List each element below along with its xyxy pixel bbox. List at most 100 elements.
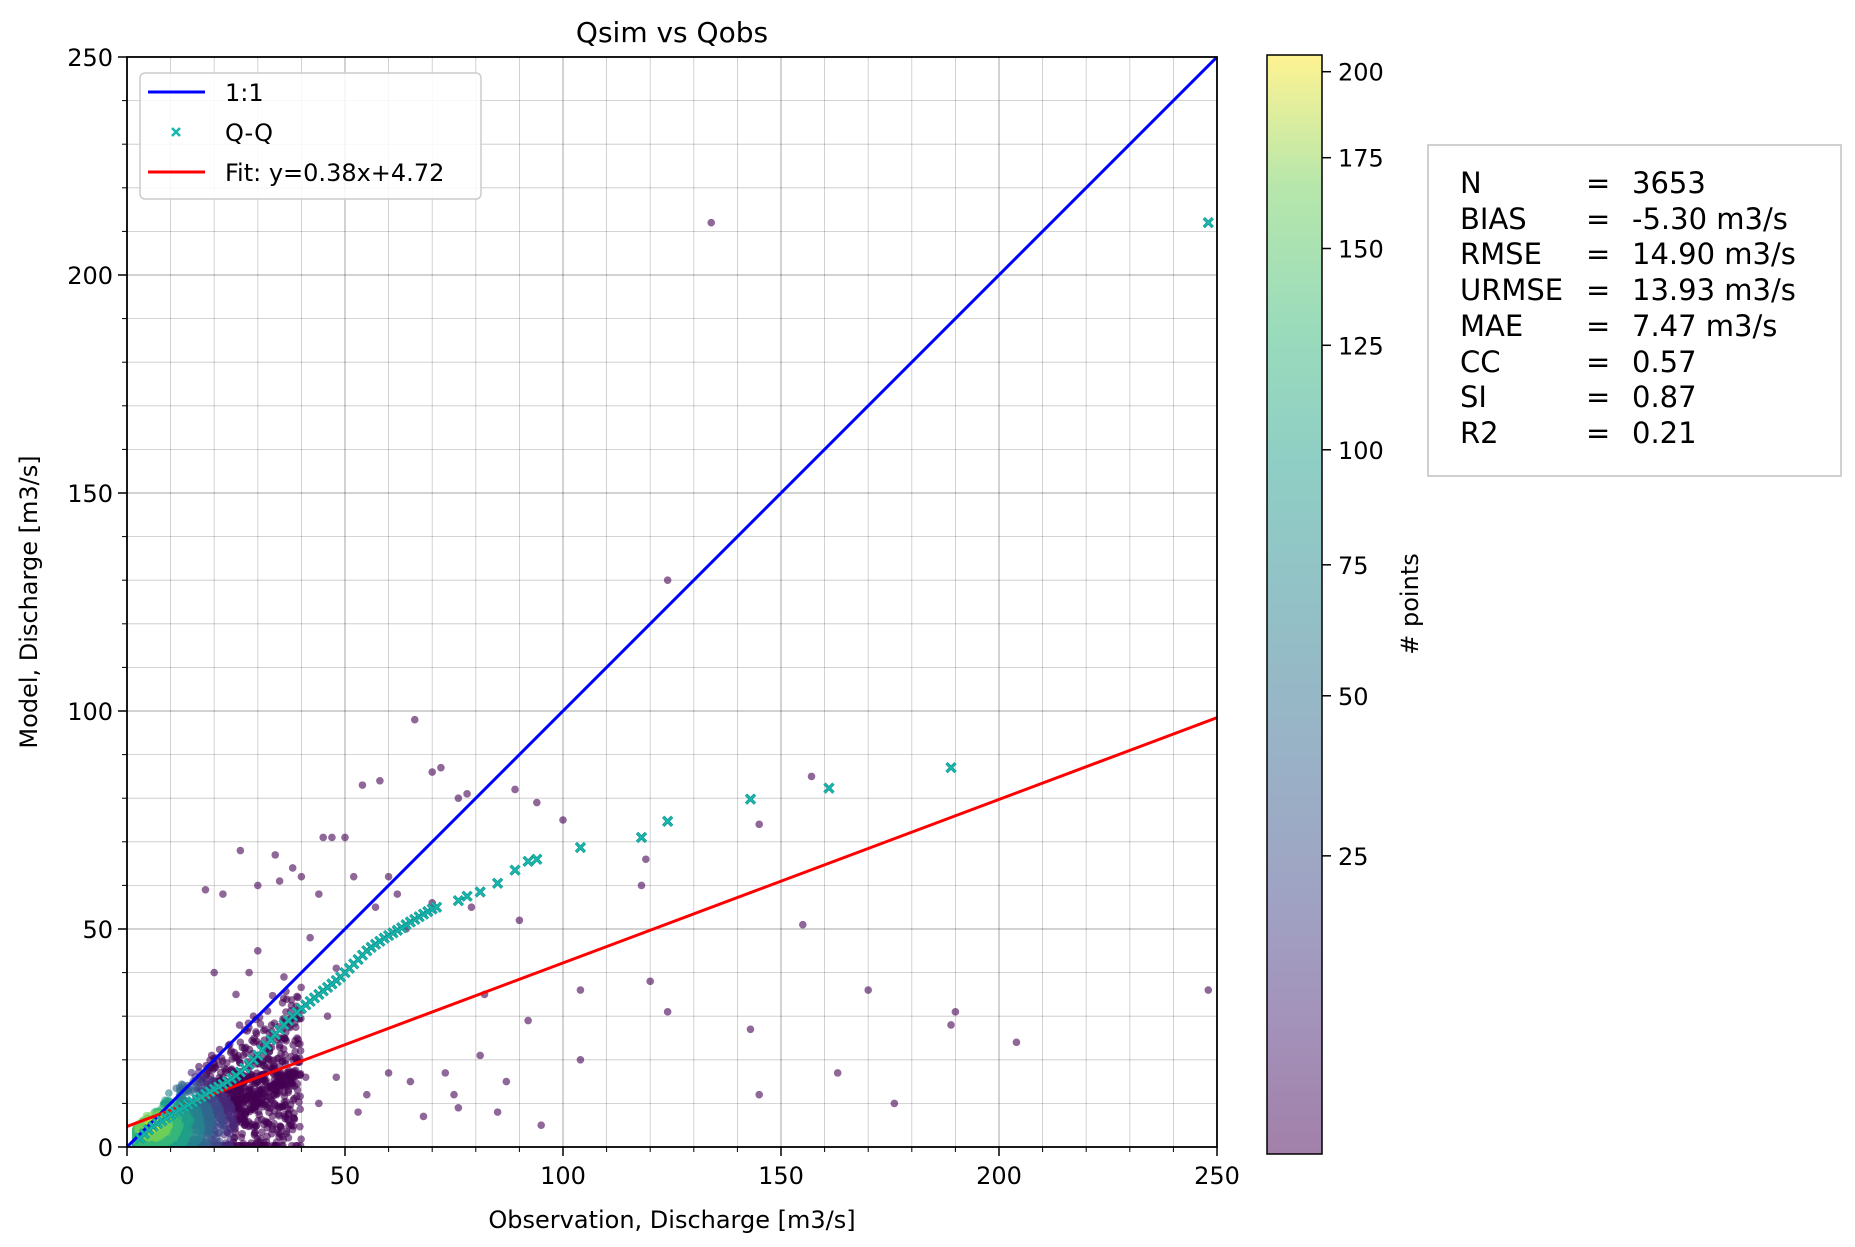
scatter-point	[947, 1021, 955, 1029]
stat-key: URMSE	[1460, 273, 1564, 308]
scatter-point	[384, 1069, 393, 1077]
density-point	[277, 1050, 285, 1058]
y-axis-label: Model, Discharge [m3/s]	[15, 455, 43, 748]
scatter-point	[384, 872, 393, 881]
scatter-point	[707, 218, 716, 227]
density-point	[225, 1099, 233, 1108]
scatter-point	[576, 1056, 585, 1064]
scatter-point	[515, 916, 524, 925]
scatter-point	[293, 1034, 301, 1042]
qq-point	[635, 831, 648, 844]
qq-point	[430, 901, 443, 913]
line-one-to-one	[127, 57, 1217, 1147]
plot-frame	[126, 56, 1218, 1148]
stat-key: R2	[1460, 415, 1499, 450]
density-point	[217, 1054, 226, 1063]
scatter-point	[245, 968, 253, 977]
scatter-point	[746, 1025, 755, 1034]
qq-point	[744, 793, 757, 805]
scatter-point	[275, 877, 284, 885]
qq-mark	[1203, 217, 1214, 228]
density-point	[239, 1117, 248, 1125]
colorbar-tick-label: 200	[1338, 59, 1384, 87]
y-tick-label: 50	[82, 916, 113, 944]
density-point	[285, 1069, 293, 1077]
qq-point	[662, 815, 674, 827]
scatter-point	[833, 1069, 842, 1077]
scatter-point	[537, 1121, 545, 1129]
density-point	[297, 983, 305, 992]
colorbar-tick-label: 75	[1338, 552, 1369, 580]
qq-point	[491, 877, 504, 889]
stat-value: 13.93 m3/s	[1632, 273, 1796, 308]
qq-point	[474, 886, 486, 898]
density-point	[237, 1133, 246, 1142]
density-point	[275, 1133, 283, 1141]
density-point	[247, 1085, 256, 1094]
density-point	[271, 1101, 279, 1109]
density-point	[187, 1068, 196, 1077]
qq-mark	[474, 886, 486, 898]
colorbar	[1267, 55, 1322, 1154]
stat-value: 0.57	[1632, 344, 1697, 379]
legend-label: Q-Q	[225, 119, 273, 147]
density-point	[296, 1122, 304, 1131]
qq-mark	[662, 816, 673, 827]
stat-key: MAE	[1460, 308, 1524, 343]
scatter-point	[410, 715, 419, 724]
scatter-point	[1012, 1038, 1021, 1047]
y-tick-label: 200	[67, 262, 113, 290]
scatter-point	[332, 1073, 341, 1082]
density-point	[228, 1055, 237, 1063]
scatter-point	[450, 1090, 458, 1099]
scatter-point	[393, 890, 402, 898]
stat-value: 14.90 m3/s	[1632, 237, 1796, 272]
scatter-point	[354, 1108, 362, 1116]
scatter-point	[306, 933, 314, 942]
stat-equals: =	[1586, 273, 1611, 308]
scatter-point	[371, 903, 380, 911]
qq-point	[452, 895, 464, 907]
stat-value: -5.30 m3/s	[1632, 201, 1788, 236]
scatter-point	[236, 1038, 245, 1047]
scatter-point	[349, 872, 358, 881]
scatter-point	[253, 947, 262, 955]
colorbar-frame	[1266, 54, 1323, 1155]
density-point	[282, 1008, 290, 1016]
scatter-point	[524, 1016, 532, 1025]
scatter-point	[332, 964, 341, 973]
colorbar-tick-label: 150	[1338, 236, 1384, 264]
legend-box	[139, 72, 482, 200]
scatter-point	[323, 1012, 332, 1020]
density-point	[296, 1092, 304, 1101]
chart-title: Qsim vs Qobs	[576, 16, 768, 49]
legend: 1:1 Q-Q Fit: y=0.38x+4.72	[139, 72, 482, 200]
x-tick-label: 100	[540, 1162, 586, 1190]
scatter-point	[467, 903, 476, 911]
stat-key: CC	[1460, 344, 1501, 379]
scatter-point	[642, 855, 650, 864]
stat-key: RMSE	[1460, 237, 1542, 272]
scatter-point	[315, 1099, 323, 1108]
density-point	[291, 1023, 300, 1032]
colorbar-tick-label: 100	[1338, 437, 1384, 465]
scatter-point	[271, 851, 280, 859]
scatter-point	[637, 881, 646, 890]
stat-equals: =	[1586, 308, 1611, 343]
density-point	[171, 1119, 179, 1128]
density-point	[266, 1083, 274, 1091]
density-point	[183, 1128, 192, 1136]
scatter-point	[236, 846, 245, 855]
scatter-point	[576, 986, 585, 994]
density-point	[195, 1062, 203, 1071]
stat-value: 0.87	[1632, 380, 1697, 415]
stat-equals: =	[1586, 415, 1611, 450]
density-point	[296, 1105, 304, 1114]
qq-mark	[492, 878, 503, 889]
density-point	[282, 1127, 291, 1136]
qq-point	[461, 890, 473, 902]
scatter-point	[807, 772, 816, 781]
y-tick-label: 150	[67, 480, 113, 508]
density-point	[264, 1118, 272, 1127]
density-point	[248, 1036, 256, 1045]
